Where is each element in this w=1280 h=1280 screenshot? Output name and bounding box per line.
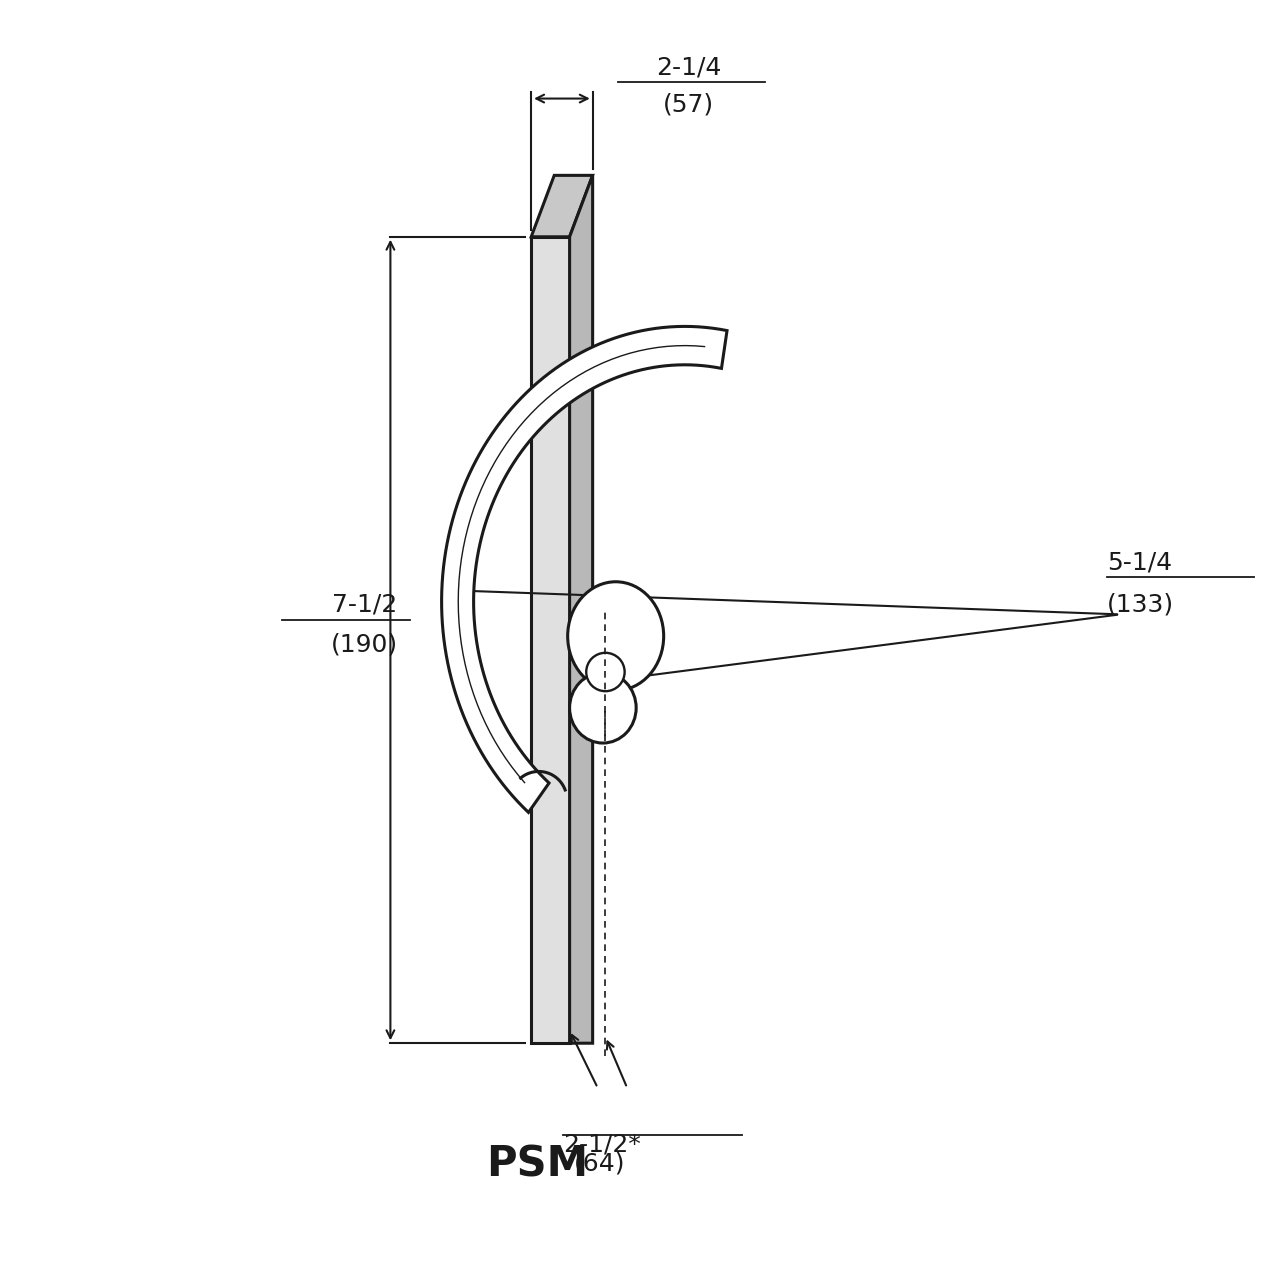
Text: 2-1/2*: 2-1/2* xyxy=(563,1133,641,1157)
Polygon shape xyxy=(531,175,593,237)
Ellipse shape xyxy=(570,673,636,744)
Text: (57): (57) xyxy=(663,92,714,116)
Text: 7-1/2: 7-1/2 xyxy=(333,593,397,617)
Polygon shape xyxy=(570,175,593,1043)
Ellipse shape xyxy=(568,581,664,691)
Text: 5-1/4: 5-1/4 xyxy=(1107,550,1172,575)
Polygon shape xyxy=(531,237,570,1043)
Text: 2-1/4: 2-1/4 xyxy=(655,55,722,79)
Circle shape xyxy=(586,653,625,691)
Text: PSM: PSM xyxy=(486,1144,589,1185)
Text: (133): (133) xyxy=(1107,593,1174,617)
Text: (190): (190) xyxy=(332,632,398,657)
Text: (64): (64) xyxy=(573,1152,625,1176)
Polygon shape xyxy=(442,326,727,813)
